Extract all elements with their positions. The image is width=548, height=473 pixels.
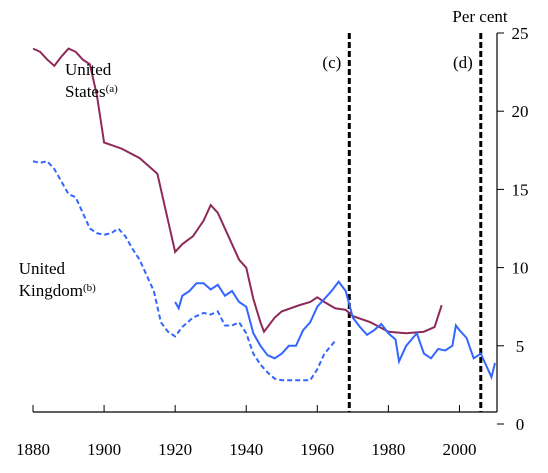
y-axis-label: Per cent [452, 7, 508, 26]
line-series [174, 280, 496, 381]
marker-label: (d) [453, 53, 473, 72]
marker-label: (c) [322, 53, 341, 72]
x-tick-label: 1940 [229, 440, 263, 459]
x-tick-label: 1980 [371, 440, 405, 459]
annotation-line: States [65, 82, 106, 101]
annotation: United Kingdom(b) [19, 259, 96, 300]
x-tick-label: 1960 [300, 440, 334, 459]
annotation-note: (a) [106, 83, 119, 95]
x-tick-label: 1900 [87, 440, 121, 459]
x-tick-label: 1880 [16, 440, 50, 459]
annotation-line: United [19, 259, 66, 278]
annotation-note: (b) [83, 282, 96, 294]
y-tick-label: 0 [516, 415, 525, 434]
x-tick-label: 1920 [158, 440, 192, 459]
y-tick-label: 20 [512, 102, 529, 121]
y-tick-label: 15 [512, 180, 529, 199]
line-series [32, 160, 336, 382]
annotation: United States(a) [65, 60, 118, 101]
line-series [32, 47, 443, 335]
y-tick-label: 10 [512, 259, 529, 278]
x-tick-label: 2000 [442, 440, 476, 459]
y-tick-label: 25 [512, 24, 529, 43]
annotation-line: Kingdom [19, 281, 83, 300]
annotation-line: United [65, 60, 112, 79]
y-tick-label: 5 [516, 337, 525, 356]
